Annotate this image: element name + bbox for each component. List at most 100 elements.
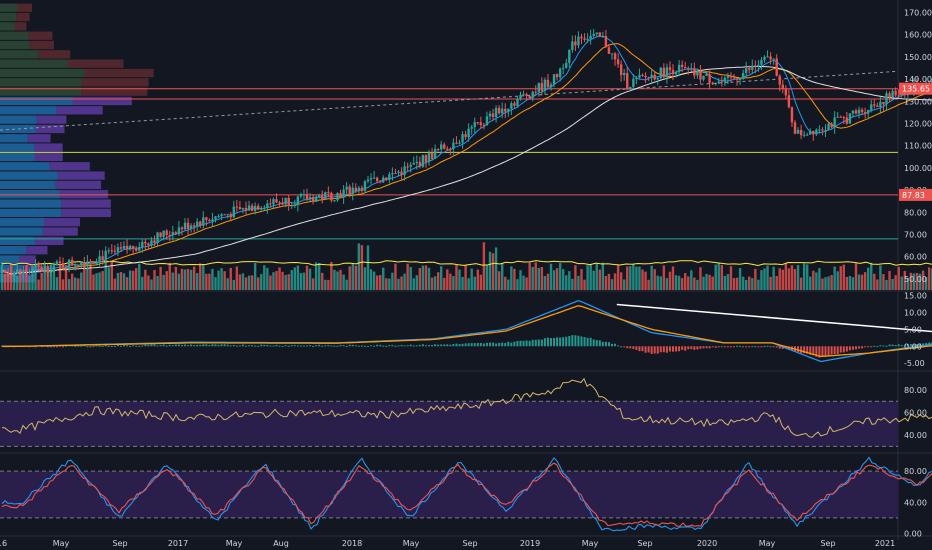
macd-histogram-bar xyxy=(848,346,851,351)
candle xyxy=(632,78,635,87)
candle xyxy=(796,129,800,134)
volume-bar xyxy=(436,272,440,290)
volume-profile-bar xyxy=(0,218,44,227)
candle xyxy=(882,101,885,105)
macd-histogram-bar xyxy=(214,344,217,347)
macd-histogram-bar xyxy=(839,346,842,353)
volume-bar xyxy=(857,274,861,290)
price-tick-label: 130.00 xyxy=(904,97,932,106)
volume-bar xyxy=(290,270,293,290)
candle xyxy=(845,117,849,124)
macd-histogram-bar xyxy=(821,346,824,357)
macd-histogram-bar xyxy=(367,345,369,347)
volume-bar xyxy=(406,263,409,290)
candle xyxy=(494,107,498,118)
candle xyxy=(708,74,711,83)
macd-histogram-bar xyxy=(162,344,165,347)
volume-bar xyxy=(723,275,727,290)
volume-profile-bar xyxy=(0,246,27,255)
candle xyxy=(885,93,888,105)
macd-histogram-bar xyxy=(711,346,714,348)
volume-bar xyxy=(440,266,443,290)
stochastic-d-line xyxy=(1,462,932,527)
macd-histogram-bar xyxy=(284,345,287,347)
candle xyxy=(873,104,876,106)
volume-bar xyxy=(354,265,357,290)
candle xyxy=(604,36,608,48)
macd-histogram-bar xyxy=(473,343,476,347)
candle xyxy=(793,122,797,134)
volume-bar xyxy=(418,268,422,290)
candle xyxy=(650,74,653,79)
macd-histogram-bar xyxy=(687,346,690,350)
macd-histogram-bar xyxy=(333,345,336,347)
volume-bar xyxy=(751,278,754,290)
volume-bar xyxy=(342,274,345,290)
candle xyxy=(37,265,40,267)
macd-histogram-bar xyxy=(391,345,394,347)
macd-histogram-bar xyxy=(668,346,671,352)
volume-bar xyxy=(488,251,492,290)
volume-bar xyxy=(64,265,68,290)
macd-histogram-bar xyxy=(83,345,86,347)
macd-histogram-bar xyxy=(382,345,385,347)
macd-histogram-bar xyxy=(806,346,809,354)
volume-profile-bar xyxy=(17,3,33,12)
volume-bar xyxy=(244,277,248,290)
candle xyxy=(781,84,784,89)
candle xyxy=(122,246,126,249)
volume-bar xyxy=(601,262,605,290)
volume-bar xyxy=(58,264,62,290)
candle xyxy=(366,179,370,182)
macd-histogram-bar xyxy=(916,344,918,347)
candle xyxy=(83,261,86,266)
candle xyxy=(598,32,601,37)
price-tick-label: 110.00 xyxy=(904,142,932,151)
candle xyxy=(244,207,248,211)
volume-bar xyxy=(787,268,791,290)
volume-profile-bar xyxy=(0,115,37,124)
macd-histogram-bar xyxy=(699,346,702,349)
candle xyxy=(501,108,504,114)
macd-histogram-bar xyxy=(440,344,443,347)
macd-histogram-bar xyxy=(446,344,449,347)
macd-histogram-bar xyxy=(559,337,562,347)
volume-profile-bar xyxy=(27,134,51,143)
macd-histogram-bar xyxy=(452,344,455,347)
volume-bar xyxy=(897,266,900,290)
volume-bar xyxy=(863,272,867,290)
volume-bar xyxy=(253,263,257,290)
macd-histogram-bar xyxy=(723,346,726,348)
volume-bar xyxy=(650,265,653,290)
volume-bar xyxy=(336,271,339,290)
volume-bar xyxy=(586,265,589,290)
macd-histogram-bar xyxy=(153,344,156,347)
candle xyxy=(125,246,129,250)
candle xyxy=(235,206,239,208)
volume-bar xyxy=(876,279,879,290)
candle xyxy=(687,68,690,70)
volume-bar xyxy=(37,279,40,290)
volume-bar xyxy=(741,276,745,290)
stochastic-panel xyxy=(1,456,932,532)
volume-bar xyxy=(873,273,876,290)
macd-histogram-bar xyxy=(772,346,775,348)
volume-bar xyxy=(665,278,669,290)
candle xyxy=(476,122,479,124)
candle xyxy=(311,196,315,202)
volume-bar xyxy=(77,278,80,290)
volume-bar xyxy=(40,272,43,290)
candle xyxy=(397,171,400,173)
macd-histogram-bar xyxy=(330,345,333,347)
candle xyxy=(766,56,769,58)
candle xyxy=(214,216,217,220)
time-tick-label: May xyxy=(759,539,776,548)
volume-profile-bar xyxy=(0,152,35,162)
volume-bar xyxy=(726,274,730,290)
macd-histogram-bar xyxy=(187,345,190,347)
volume-bar xyxy=(476,269,479,290)
macd-histogram-bar xyxy=(135,345,138,347)
volume-profile-bar xyxy=(0,3,18,12)
